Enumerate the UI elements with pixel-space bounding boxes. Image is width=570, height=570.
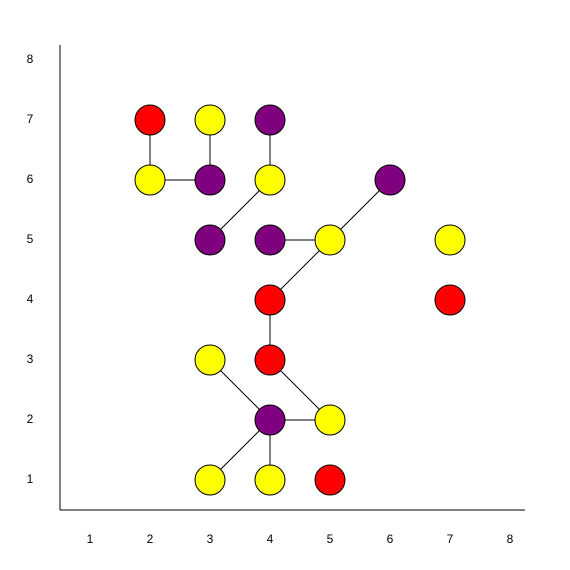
node <box>194 164 226 196</box>
x-tick-label: 2 <box>147 532 154 546</box>
node <box>254 464 286 496</box>
x-tick-label: 7 <box>447 532 454 546</box>
node <box>314 224 346 256</box>
y-tick-label: 6 <box>27 172 34 186</box>
y-tick-label: 8 <box>27 52 34 66</box>
node <box>254 344 286 376</box>
y-tick-label: 7 <box>27 112 34 126</box>
node <box>194 224 226 256</box>
node <box>194 344 226 376</box>
node <box>314 404 346 436</box>
node <box>134 164 166 196</box>
node <box>434 284 466 316</box>
node <box>434 224 466 256</box>
node <box>254 404 286 436</box>
node <box>254 164 286 196</box>
node <box>194 464 226 496</box>
y-tick-label: 4 <box>27 292 34 306</box>
node <box>254 284 286 316</box>
nodes <box>134 104 466 496</box>
node <box>194 104 226 136</box>
x-tick-label: 3 <box>207 532 214 546</box>
x-tick-label: 5 <box>327 532 334 546</box>
x-tick-label: 8 <box>507 532 514 546</box>
node <box>254 104 286 136</box>
y-tick-label: 2 <box>27 412 34 426</box>
node <box>314 464 346 496</box>
node <box>254 224 286 256</box>
x-tick-label: 6 <box>387 532 394 546</box>
y-tick-label: 3 <box>27 352 34 366</box>
x-tick-label: 1 <box>87 532 94 546</box>
y-tick-label: 1 <box>27 472 34 486</box>
node <box>374 164 406 196</box>
x-tick-label: 4 <box>267 532 274 546</box>
y-tick-label: 5 <box>27 232 34 246</box>
node <box>134 104 166 136</box>
